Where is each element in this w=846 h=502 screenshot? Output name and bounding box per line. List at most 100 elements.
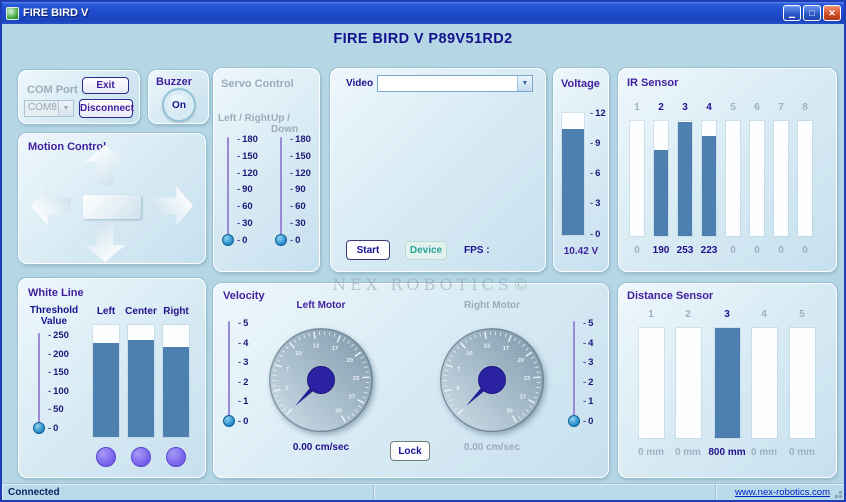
window-title: FIRE BIRD V	[23, 7, 89, 19]
ir-sensor-label: IR Sensor	[627, 77, 679, 89]
threshold-value-label: Value	[40, 316, 68, 327]
com-port-label: COM Port	[27, 84, 78, 96]
ir-channel-4: 4 223	[700, 102, 718, 256]
right-motor-label: Right Motor	[463, 300, 521, 311]
title-bar: FIRE BIRD V	[2, 2, 844, 24]
resize-grip[interactable]	[839, 495, 842, 498]
velocity-label: Velocity	[223, 290, 265, 302]
page-title: FIRE BIRD V P89V51RD2	[333, 31, 513, 47]
left-motor-gauge: 3 7 10 13 17 20 23 27 30	[269, 328, 373, 432]
servo-left-right-slider: 180 150 120 90 60 30 0	[222, 135, 258, 246]
svg-text:17: 17	[503, 346, 510, 352]
white-line-panel: White Line Threshold Value 250 200 150 1…	[18, 278, 206, 478]
servo-control-label: Servo Control	[221, 78, 294, 90]
website-link[interactable]: www.nex-robotics.com	[734, 486, 830, 498]
buzzer-on-button[interactable]: On	[162, 88, 196, 122]
video-label: Video	[346, 78, 374, 89]
lock-button[interactable]: Lock	[390, 441, 430, 461]
threshold-label: Threshold	[29, 305, 79, 316]
velocity-panel: Velocity 5 4 3 2 1 0 Left Motor 3 7 10 13 17…	[213, 283, 609, 478]
com-port-select[interactable]: COM8	[24, 100, 74, 117]
left-motor-label: Left Motor	[296, 300, 346, 311]
fps-label: FPS :	[464, 245, 490, 256]
start-button[interactable]: Start	[346, 240, 390, 260]
device-button[interactable]: Device	[405, 241, 447, 260]
right-motor-value: 0.00 cm/sec	[463, 442, 521, 453]
white-line-left-column: Left	[91, 306, 121, 467]
video-panel: Video Start Device FPS :	[330, 68, 546, 272]
svg-text:3: 3	[456, 386, 460, 392]
com-port-value: COM8	[28, 102, 57, 113]
stop-button[interactable]	[83, 195, 141, 219]
svg-text:7: 7	[457, 367, 460, 373]
ir-channel-1: 1 0	[624, 102, 650, 256]
svg-text:30: 30	[335, 408, 342, 414]
buzzer-panel: Buzzer On	[148, 70, 209, 124]
servo-up-down-slider: 180 150 120 90 60 30 0	[275, 135, 311, 246]
disconnect-button[interactable]: Disconnect	[79, 99, 134, 118]
svg-text:27: 27	[520, 395, 527, 401]
threshold-slider: 250 200 150 100 50 0	[33, 331, 69, 434]
svg-text:23: 23	[524, 376, 531, 382]
motion-control-label: Motion Control	[28, 141, 107, 153]
arrow-left-icon[interactable]	[31, 186, 71, 226]
distance-channel-2: 2 0 mm	[674, 309, 702, 458]
distance-channel-4: 4 0 mm	[750, 309, 778, 458]
svg-text:27: 27	[349, 395, 356, 401]
right-velocity-thumb[interactable]	[568, 415, 580, 427]
white-line-left-led	[96, 447, 116, 467]
arrow-down-icon[interactable]	[85, 222, 125, 262]
voltage-label: Voltage	[561, 78, 600, 90]
svg-text:10: 10	[466, 351, 473, 357]
svg-text:7: 7	[286, 367, 289, 373]
servo-control-panel: Servo Control Left / Right Up / Down 180…	[213, 68, 320, 272]
white-line-center-column: Center	[125, 306, 157, 467]
client-area: FIRE BIRD V P89V51RD2 NEX ROBOTICS© COM …	[2, 24, 844, 483]
servo-left-right-label: Left / Right	[218, 113, 271, 124]
voltage-ticks: 12 9 6 3 0	[587, 109, 606, 239]
maximize-icon[interactable]	[803, 5, 821, 21]
exit-button[interactable]: Exit	[82, 77, 129, 94]
white-line-left-bar	[93, 325, 119, 437]
chevron-down-icon	[58, 101, 73, 116]
white-line-right-bar	[163, 325, 189, 437]
slider-track	[38, 333, 40, 428]
ir-channel-8: 8 0	[792, 102, 818, 256]
right-velocity-slider: 5 4 3 2 1 0	[568, 319, 593, 427]
left-velocity-thumb[interactable]	[223, 415, 235, 427]
right-motor-gauge: 3 7 10 13 17 20 23 27 30	[440, 328, 544, 432]
left-velocity-slider: 5 4 3 2 1 0	[223, 319, 248, 427]
chevron-down-icon	[517, 76, 532, 91]
distance-sensor-panel: Distance Sensor 1 0 mm 2 0 mm 3 800 mm 4…	[618, 283, 837, 478]
svg-text:17: 17	[332, 346, 339, 352]
svg-text:20: 20	[517, 358, 524, 364]
status-text: Connected	[8, 486, 60, 498]
svg-text:13: 13	[313, 343, 320, 349]
svg-text:13: 13	[484, 343, 491, 349]
motion-control-panel: Motion Control	[18, 133, 206, 264]
svg-text:30: 30	[506, 408, 513, 414]
threshold-slider-thumb[interactable]	[33, 422, 45, 434]
ir-channel-5: 5 0	[720, 102, 746, 256]
svg-text:3: 3	[285, 386, 289, 392]
white-line-right-led	[166, 447, 186, 467]
distance-channel-3: 3 800 mm	[708, 309, 746, 458]
voltage-value: 10.42 V	[563, 246, 599, 257]
close-icon[interactable]	[823, 5, 841, 21]
ir-channel-7: 7 0	[768, 102, 794, 256]
ir-channel-6: 6 0	[744, 102, 770, 256]
svg-text:23: 23	[353, 376, 360, 382]
minimize-icon[interactable]	[783, 5, 801, 21]
ir-channel-3: 3 253	[676, 102, 694, 256]
distance-sensor-label: Distance Sensor	[627, 290, 714, 302]
servo-up-down-label: Up / Down	[271, 113, 299, 135]
white-line-label: White Line	[28, 287, 84, 299]
ir-channel-2: 2 190	[652, 102, 670, 256]
ir-sensor-panel: IR Sensor 1 0 2 190 3 253 4 223	[618, 68, 837, 272]
servo-lr-thumb[interactable]	[222, 234, 234, 246]
white-line-center-led	[131, 447, 151, 467]
arrow-right-icon[interactable]	[153, 186, 193, 226]
servo-ud-thumb[interactable]	[275, 234, 287, 246]
video-device-select[interactable]	[377, 75, 533, 92]
